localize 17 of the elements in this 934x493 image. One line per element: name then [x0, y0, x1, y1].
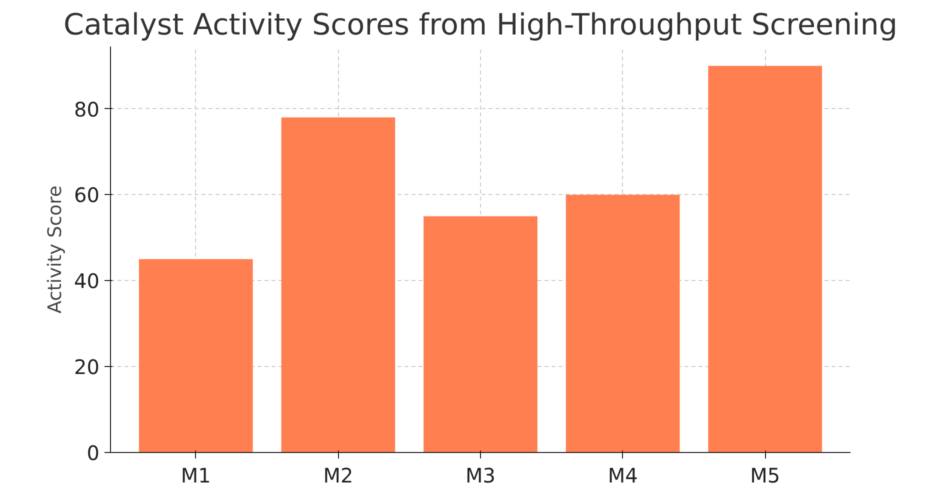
y-tick-label: 60 [74, 183, 100, 208]
x-tick-label: M5 [750, 464, 780, 488]
chart-title: Catalyst Activity Scores from High-Throughput Screening [64, 8, 898, 42]
y-tick-label: 20 [74, 355, 100, 380]
y-tick-label: 40 [74, 269, 100, 294]
bar [708, 66, 822, 452]
x-tick-label: M3 [466, 464, 496, 488]
y-tick-label: 0 [86, 441, 100, 465]
y-tick-label: 80 [74, 97, 100, 122]
x-tick-label: M4 [608, 464, 638, 488]
x-tick-label: M1 [180, 464, 211, 488]
y-axis-title: Activity Score [45, 186, 66, 314]
bar [281, 117, 396, 452]
bar [566, 194, 680, 452]
bar [138, 259, 253, 452]
x-tick-label: M2 [323, 464, 354, 488]
bar [424, 216, 538, 452]
